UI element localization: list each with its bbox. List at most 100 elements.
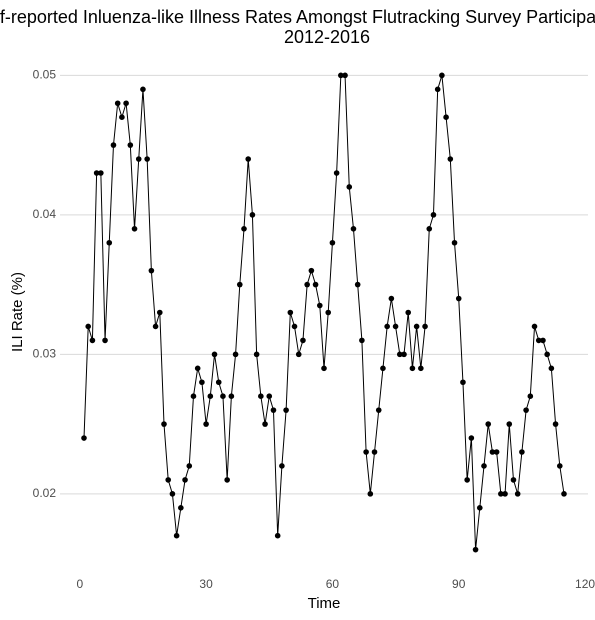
point [493,449,500,455]
point [552,421,559,427]
line [83,74,565,550]
point [388,295,395,302]
point [485,421,492,427]
point [131,225,138,232]
point [363,449,369,455]
point [514,491,521,497]
point [350,225,357,232]
point [354,281,361,288]
point [447,156,454,162]
point [93,170,100,176]
point [165,477,172,483]
chart-title: Self-reported Inluenza-like Illness Rate… [0,7,595,27]
point [300,337,306,344]
point [426,225,433,232]
point [359,337,365,344]
point [186,463,193,469]
point [375,407,382,413]
point [556,463,563,469]
point [443,114,449,120]
point [203,421,209,427]
point [232,351,239,358]
point [85,323,92,330]
point [413,323,420,330]
point [510,477,517,483]
point [274,532,281,539]
point [338,72,344,79]
point [220,393,226,400]
point [418,365,424,372]
point [156,309,163,316]
point [207,393,214,400]
point [245,156,252,162]
point [295,351,302,358]
point [169,491,176,497]
point [279,463,285,469]
point [119,114,125,120]
x-tick-label: 60 [326,577,340,591]
point [161,421,167,427]
point [367,491,374,497]
point [144,156,150,162]
point [430,212,437,218]
point [498,491,504,497]
point [535,337,542,344]
point [321,365,327,372]
point [178,505,184,511]
y-tick-label: 0.02 [33,486,57,500]
point [291,323,298,330]
y-tick-label: 0.04 [33,207,57,221]
point [312,281,319,288]
point [283,407,289,413]
point [194,365,201,372]
point [342,72,348,79]
point [476,505,483,511]
x-tick-label: 0 [76,577,83,591]
x-axis-label: Time [308,595,341,612]
point [396,351,403,358]
point [451,239,458,246]
point [405,309,412,316]
x-tick-label: 90 [452,577,466,591]
point [211,351,218,358]
point [236,281,243,288]
point [190,393,197,400]
point [401,351,407,358]
point [253,351,260,358]
point [531,323,538,330]
point [308,267,315,274]
point [241,225,247,232]
point [325,309,332,316]
point [540,337,546,344]
point [110,142,117,148]
point [392,323,399,330]
point [548,365,555,372]
point [270,407,277,413]
point [561,491,567,497]
point [224,477,230,483]
point [434,86,441,93]
point [123,100,129,107]
point [135,156,142,162]
point [304,281,310,288]
point [102,337,108,344]
point [422,323,428,330]
y-tick-label: 0.05 [33,68,57,82]
x-tick-label: 30 [199,577,213,591]
point [316,302,323,309]
point [481,463,487,469]
point [346,184,353,190]
point [409,365,416,372]
point [439,72,445,79]
point [148,267,155,274]
point [384,323,390,330]
point [258,393,264,400]
point [249,212,256,218]
point [544,351,550,358]
point [455,295,462,302]
point [371,449,378,455]
point [464,477,470,483]
point [502,491,508,497]
